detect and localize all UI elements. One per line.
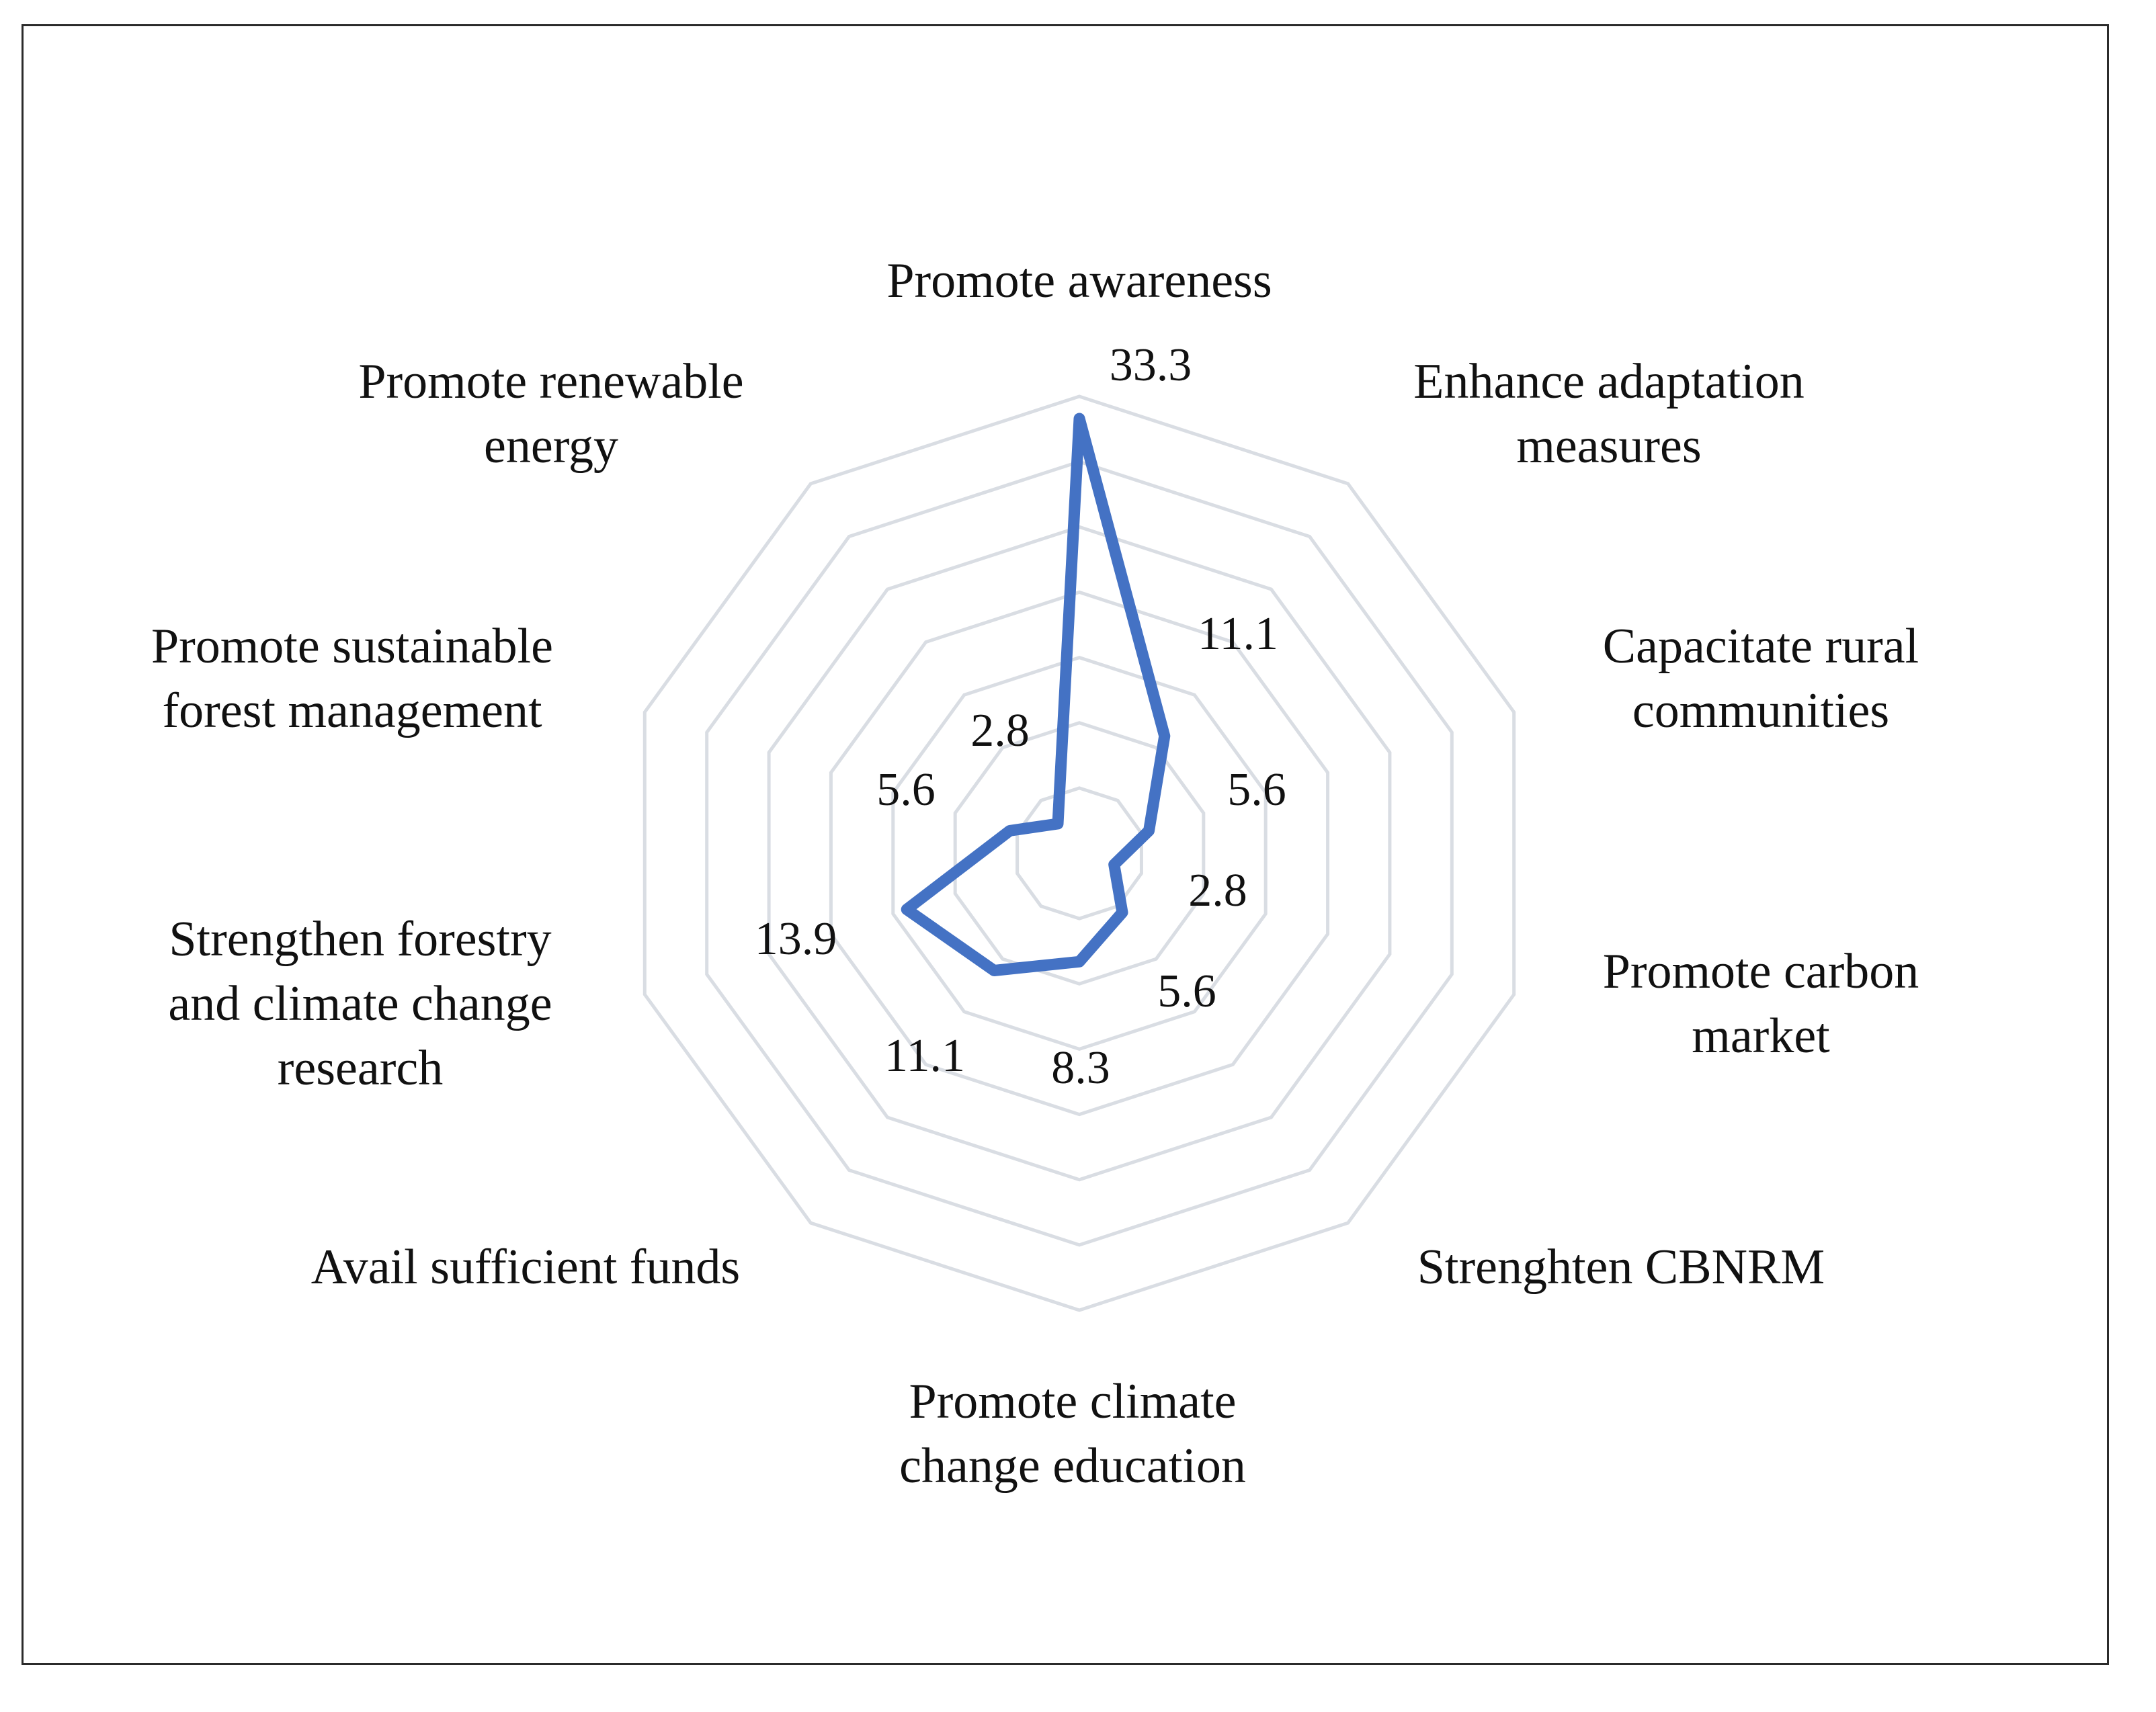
series-line (901, 413, 1171, 976)
data-label: 2.8 (1188, 865, 1247, 916)
grid-ring (705, 460, 1454, 1247)
data-label: 33.3 (1110, 339, 1192, 391)
category-label: Promote awareness (886, 253, 1272, 308)
category-label: Strengthen forestry and climate change res… (168, 912, 552, 1096)
data-label: 11.1 (1198, 608, 1278, 660)
category-label: Promote carbon market (1603, 944, 1919, 1064)
category-label: Capacitate rural communities (1603, 619, 1919, 738)
data-labels: 33.3 11.1 5.6 2.8 5.6 8.3 11.1 13.9 5.6 2.8 (755, 339, 1286, 1094)
data-label: 11.1 (884, 1030, 965, 1082)
category-label: Enhance adaptation measures (1413, 354, 1804, 474)
grid-ring (1015, 786, 1143, 921)
category-labels: Promote awareness Enhance adaptation measu… (151, 253, 1919, 1494)
data-label: 5.6 (876, 764, 936, 816)
data-label: 2.8 (970, 705, 1030, 757)
grid-ring (642, 394, 1516, 1312)
category-label: Avail sufficient funds (311, 1240, 740, 1295)
radar-grid (642, 394, 1516, 1312)
chart-frame (22, 24, 2109, 1665)
data-label: 5.6 (1157, 966, 1216, 1017)
category-label: Promote renewable energy (358, 354, 743, 474)
data-label: 13.9 (755, 913, 837, 965)
grid-ring (953, 721, 1206, 986)
grid-ring (829, 590, 1330, 1117)
grid-ring (891, 655, 1268, 1052)
category-label: Promote climate change education (899, 1374, 1246, 1494)
category-label: Strenghten CBNRM (1417, 1240, 1825, 1295)
data-label: 5.6 (1227, 764, 1286, 816)
data-label: 8.3 (1051, 1042, 1110, 1094)
category-label: Promote sustainable forest management (151, 619, 553, 738)
grid-ring (767, 525, 1392, 1182)
